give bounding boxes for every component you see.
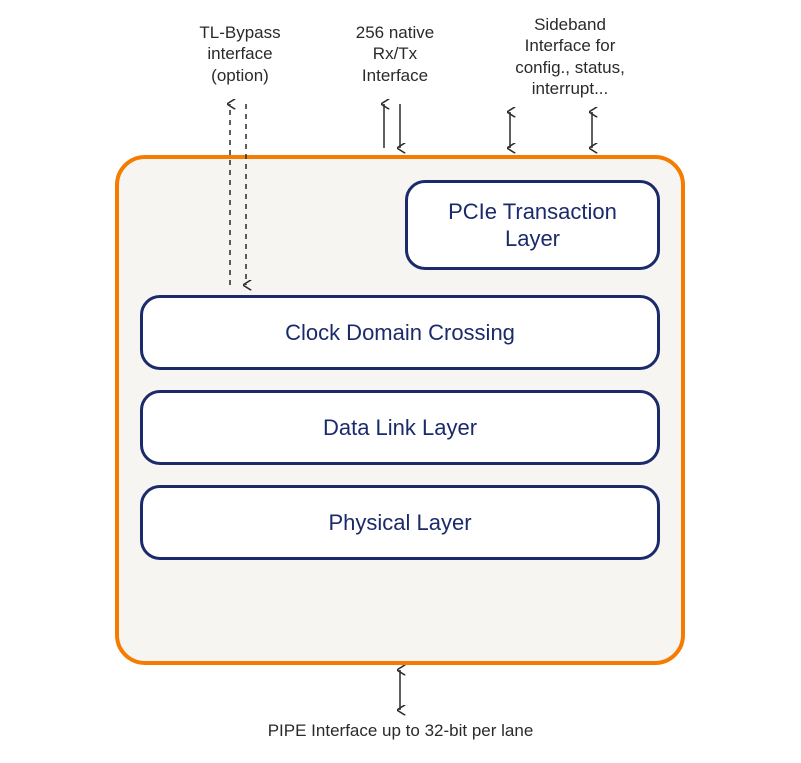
label-line: Sideband [534,15,606,34]
label-line: (option) [211,66,269,85]
label-rxtx: 256 native Rx/Tx Interface [330,22,460,86]
label-line: Interface [362,66,428,85]
label-line: PIPE Interface up to 32-bit per lane [268,721,534,740]
label-tl-bypass: TL-Bypass interface (option) [170,22,310,86]
label-line: TL-Bypass [199,23,280,42]
label-line: interface [207,44,272,63]
label-line: 256 native [356,23,434,42]
box-data-link-layer: Data Link Layer [140,390,660,465]
box-physical-layer: Physical Layer [140,485,660,560]
box-label: Clock Domain Crossing [285,319,515,347]
box-label: Physical Layer [328,509,471,537]
diagram-canvas: TL-Bypass interface (option) 256 native … [0,0,801,763]
label-pipe-interface: PIPE Interface up to 32-bit per lane [0,721,801,741]
label-line: interrupt... [532,79,609,98]
label-line: Rx/Tx [373,44,417,63]
box-clock-domain-crossing: Clock Domain Crossing [140,295,660,370]
label-sideband: Sideband Interface for config., status, … [475,14,665,99]
box-label-line: Layer [505,226,560,251]
box-label: Data Link Layer [323,414,477,442]
box-label-line: PCIe Transaction [448,199,617,224]
label-line: Interface for [525,36,616,55]
box-transaction-layer: PCIe Transaction Layer [405,180,660,270]
label-line: config., status, [515,58,625,77]
